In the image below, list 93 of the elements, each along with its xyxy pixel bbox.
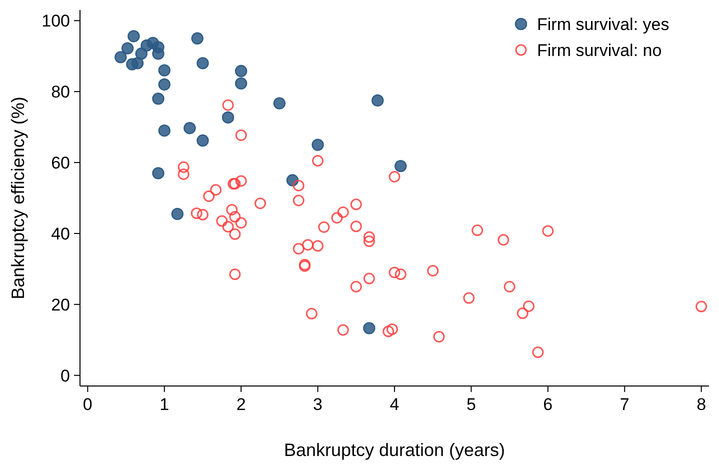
- point: [114, 51, 127, 64]
- point: [312, 240, 324, 252]
- point: [306, 308, 318, 320]
- x-axis-title: Bankruptcy duration (years): [284, 440, 506, 460]
- point: [235, 175, 247, 187]
- point: [498, 234, 510, 246]
- point: [190, 208, 202, 220]
- point: [463, 292, 475, 304]
- point: [363, 236, 375, 248]
- point: [363, 231, 375, 243]
- x-tick-label: 8: [696, 395, 706, 414]
- point: [312, 155, 324, 167]
- point: [222, 99, 234, 111]
- point: [171, 208, 184, 220]
- point: [191, 32, 204, 44]
- point: [158, 64, 170, 76]
- point: [152, 48, 164, 60]
- point: [312, 138, 324, 151]
- point: [433, 330, 445, 342]
- y-tick-label: 20: [51, 295, 70, 314]
- y-tick-label: 60: [51, 154, 70, 173]
- point: [226, 204, 238, 216]
- point: [235, 217, 247, 229]
- x-tick-label: 5: [466, 395, 476, 414]
- point: [363, 272, 375, 284]
- point: [337, 206, 349, 218]
- point: [292, 242, 304, 254]
- point: [350, 220, 362, 232]
- point: [522, 300, 534, 312]
- point: [350, 198, 362, 210]
- point: [472, 224, 484, 236]
- y-tick-label: 40: [51, 224, 70, 244]
- point: [216, 215, 228, 227]
- point: [178, 161, 190, 173]
- point: [516, 308, 528, 320]
- point: [210, 184, 222, 196]
- point: [234, 64, 248, 78]
- point: [152, 92, 164, 105]
- point: [229, 268, 241, 280]
- point: [184, 122, 196, 134]
- point: [292, 194, 304, 206]
- legend-label: Firm survival: no: [537, 41, 662, 60]
- point: [427, 264, 439, 276]
- point: [196, 208, 208, 220]
- point: [234, 77, 248, 90]
- point: [372, 94, 384, 107]
- point: [196, 134, 209, 147]
- point: [532, 346, 544, 358]
- point: [158, 124, 170, 137]
- legend-label: Firm survival: yes: [537, 15, 670, 34]
- x-tick-label: 6: [543, 395, 553, 414]
- point: [394, 268, 406, 280]
- point: [222, 220, 234, 232]
- y-tick-label: 0: [60, 366, 70, 386]
- point: [504, 280, 516, 292]
- x-tick-label: 4: [390, 395, 400, 414]
- point: [542, 225, 554, 237]
- point: [292, 180, 304, 192]
- point: [331, 212, 343, 224]
- point: [394, 160, 407, 172]
- point: [350, 280, 362, 292]
- point: [158, 78, 170, 91]
- point: [388, 170, 400, 182]
- point: [382, 326, 394, 338]
- x-tick-label: 2: [236, 395, 246, 414]
- y-tick-label: 80: [51, 82, 70, 102]
- point: [386, 323, 398, 335]
- point: [254, 198, 266, 210]
- point: [131, 57, 144, 70]
- point: [318, 221, 330, 233]
- point: [203, 190, 215, 202]
- point: [337, 324, 349, 336]
- point: [128, 30, 140, 42]
- x-tick-label: 0: [82, 395, 92, 414]
- point: [229, 211, 241, 223]
- y-tick-label: 100: [42, 12, 70, 31]
- point: [388, 266, 400, 278]
- point: [696, 300, 708, 312]
- x-tick-label: 7: [620, 395, 630, 414]
- point: [363, 322, 376, 334]
- point: [178, 168, 190, 180]
- point: [152, 167, 164, 180]
- x-tick-label: 3: [313, 395, 323, 414]
- y-axis-title: Bankruptcy efficiency (%): [8, 96, 28, 300]
- point: [229, 228, 241, 240]
- point: [273, 97, 286, 110]
- point: [235, 129, 247, 141]
- point: [302, 239, 314, 251]
- point: [196, 57, 209, 70]
- x-tick-label: 1: [160, 395, 170, 414]
- point: [222, 111, 234, 124]
- point: [135, 48, 148, 60]
- point: [121, 42, 134, 54]
